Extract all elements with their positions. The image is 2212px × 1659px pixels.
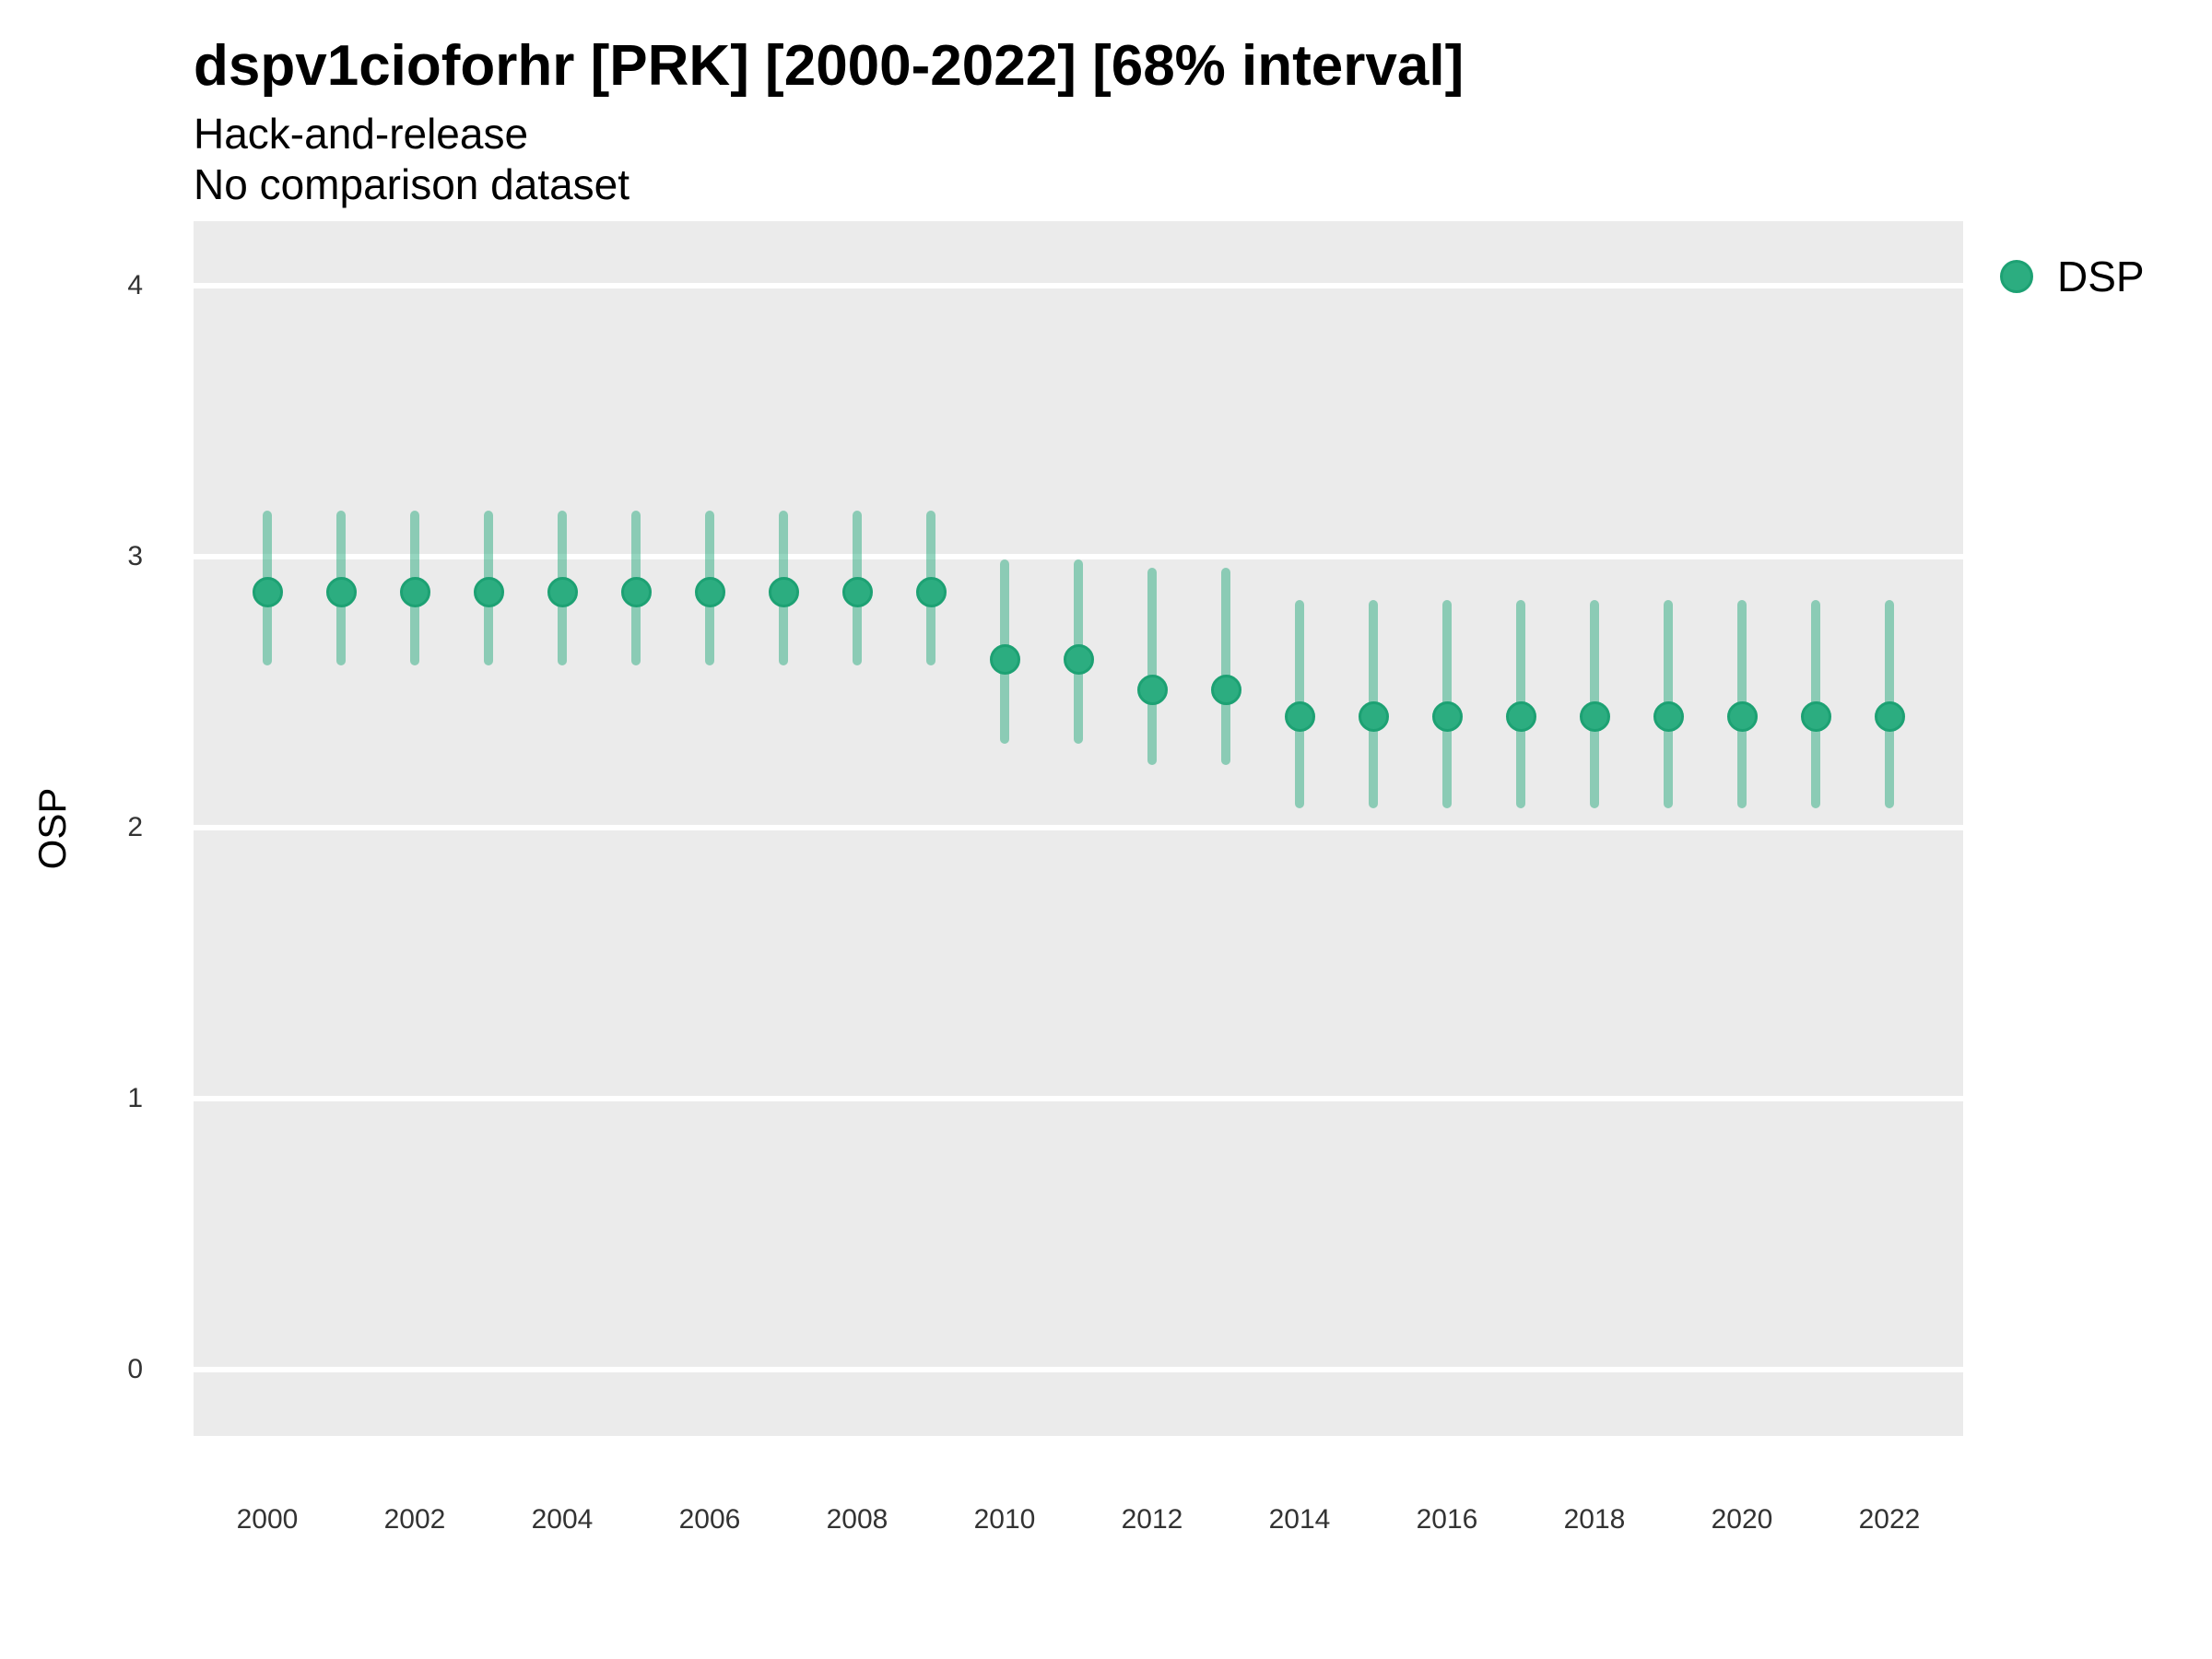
data-point-2021 (1800, 700, 1831, 732)
chart-title: dspv1cioforhr [PRK] [2000-2022] [68% int… (194, 34, 1465, 98)
data-point-2013 (1210, 674, 1241, 705)
data-point-2022 (1874, 700, 1905, 732)
gridline-y-3 (194, 554, 1963, 559)
x-tick-label-2020: 2020 (1711, 1504, 1773, 1535)
x-tick-label-2000: 2000 (236, 1504, 299, 1535)
data-point-2001 (325, 576, 357, 607)
y-tick-label-4: 4 (127, 270, 143, 300)
data-point-2009 (915, 576, 947, 607)
data-point-2019 (1653, 700, 1684, 732)
chart-subtitle: Hack-and-release (194, 110, 529, 158)
data-point-2005 (620, 576, 652, 607)
data-point-2017 (1505, 700, 1536, 732)
plot-panel (194, 221, 1963, 1436)
interval-bar-2013 (1221, 567, 1230, 766)
data-point-2014 (1284, 700, 1315, 732)
data-point-2010 (989, 644, 1020, 676)
data-point-2007 (768, 576, 799, 607)
data-point-2012 (1136, 674, 1168, 705)
gridline-y-4 (194, 283, 1963, 288)
y-tick-label-2: 2 (127, 812, 143, 842)
x-tick-label-2002: 2002 (383, 1504, 446, 1535)
gridline-y-2 (194, 825, 1963, 830)
gridline-y-0 (194, 1367, 1963, 1372)
y-tick-label-0: 0 (127, 1354, 143, 1384)
data-point-2011 (1063, 644, 1094, 676)
data-point-2003 (473, 576, 504, 607)
data-point-2016 (1431, 700, 1463, 732)
legend-key-dot (2000, 260, 2033, 293)
x-tick-label-2006: 2006 (678, 1504, 741, 1535)
data-point-2008 (841, 576, 873, 607)
gridline-y-1 (194, 1096, 1963, 1101)
x-tick-label-2008: 2008 (826, 1504, 888, 1535)
x-tick-label-2014: 2014 (1268, 1504, 1331, 1535)
x-tick-label-2022: 2022 (1858, 1504, 1921, 1535)
x-tick-label-2016: 2016 (1416, 1504, 1478, 1535)
x-tick-label-2010: 2010 (973, 1504, 1036, 1535)
y-tick-label-1: 1 (127, 1083, 143, 1113)
data-point-2002 (399, 576, 430, 607)
data-point-2006 (694, 576, 725, 607)
legend-label: DSP (2057, 253, 2145, 300)
x-tick-label-2012: 2012 (1121, 1504, 1183, 1535)
data-point-2004 (547, 576, 578, 607)
interval-bar-2012 (1147, 567, 1157, 766)
y-tick-label-3: 3 (127, 541, 143, 571)
data-point-2020 (1726, 700, 1758, 732)
data-point-2000 (252, 576, 283, 607)
x-tick-label-2018: 2018 (1563, 1504, 1626, 1535)
data-point-2018 (1579, 700, 1610, 732)
chart-note: No comparison dataset (194, 160, 630, 208)
data-point-2015 (1358, 700, 1389, 732)
x-tick-label-2004: 2004 (531, 1504, 594, 1535)
